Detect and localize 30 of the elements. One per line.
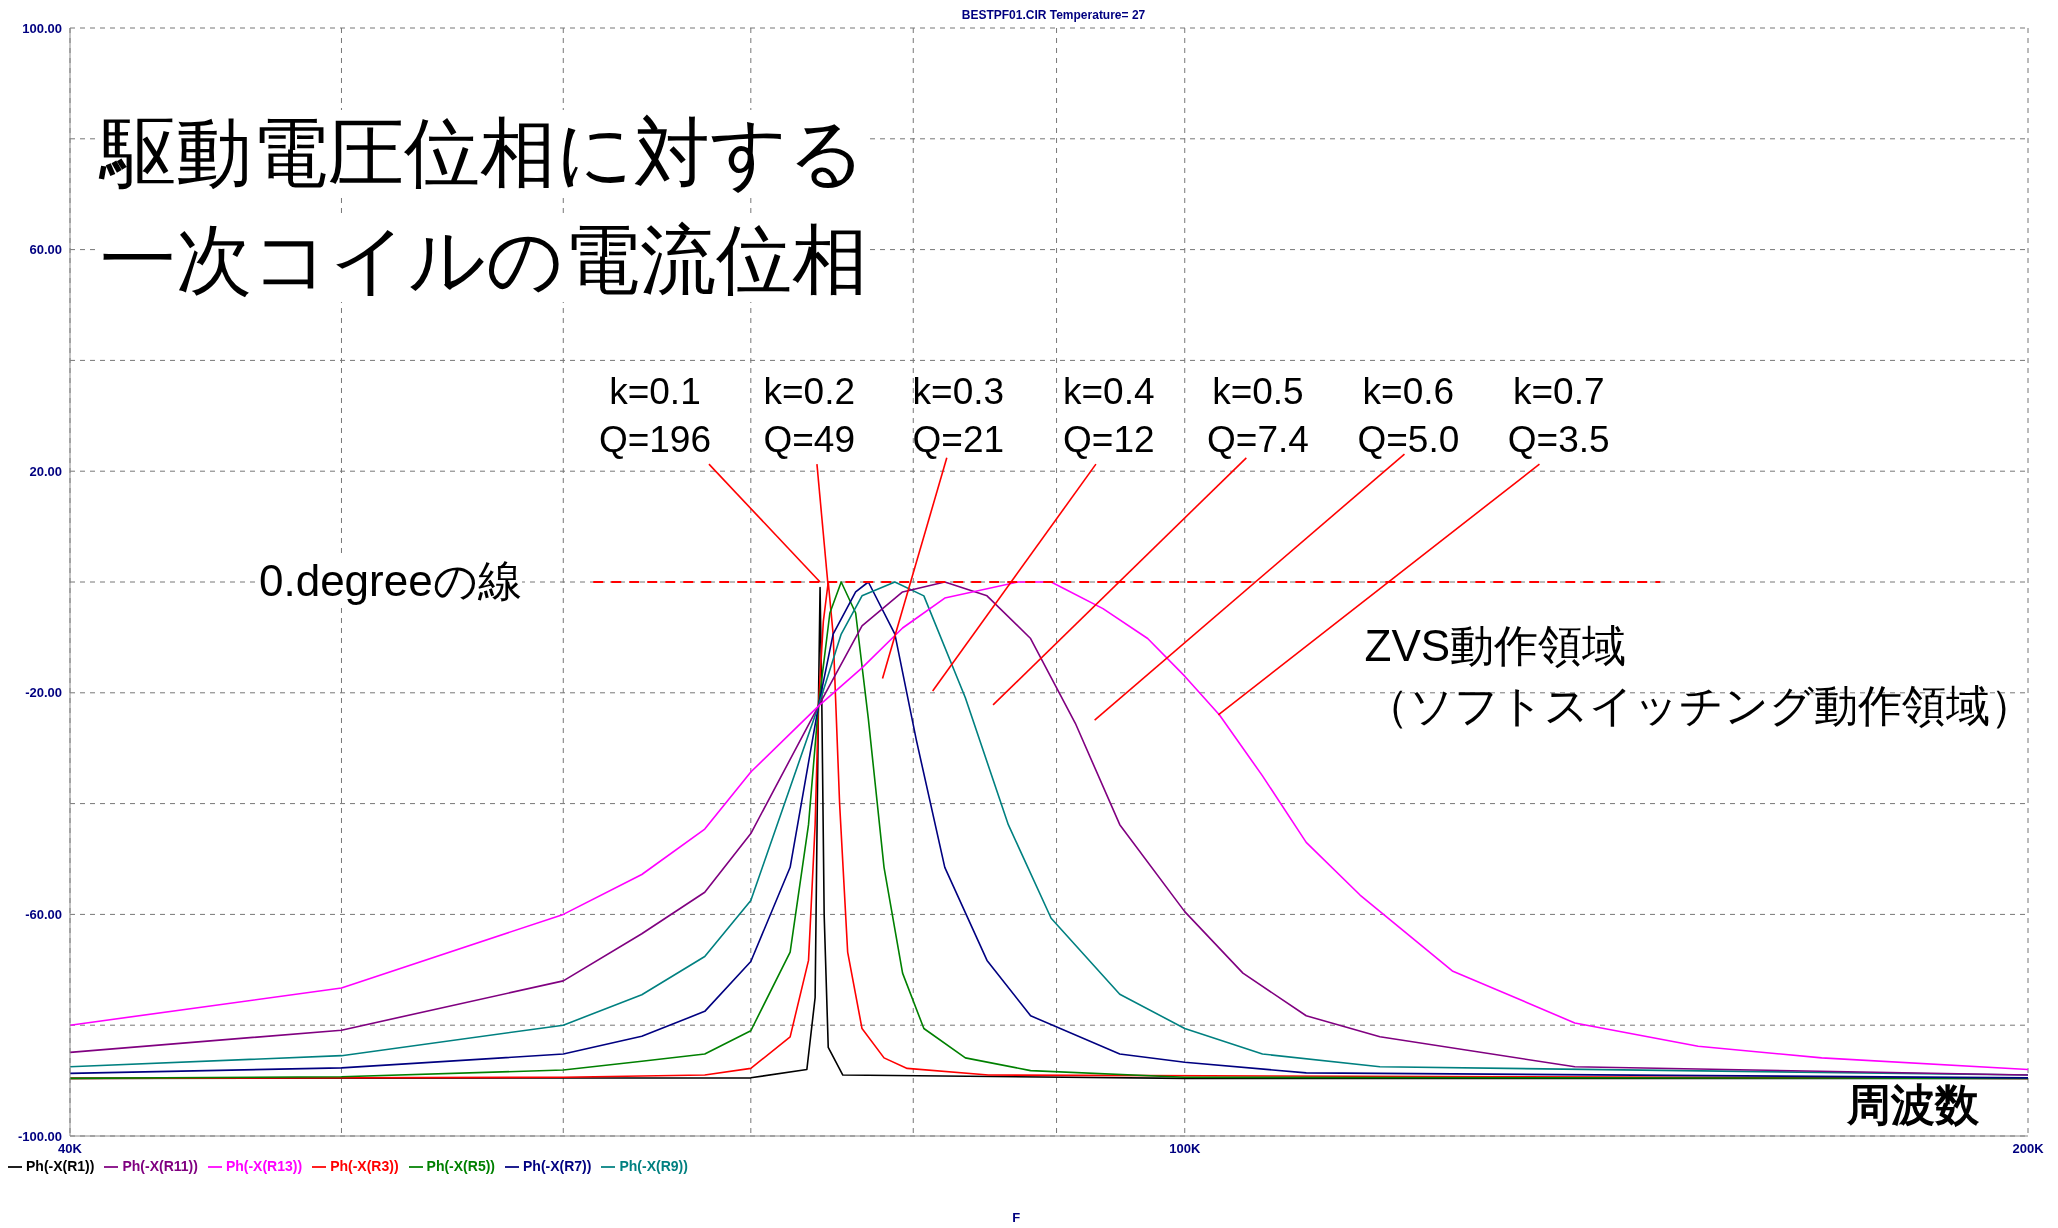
- legend-label: Ph(-X(R13)): [225, 1158, 303, 1174]
- annotation: k=0.1 Q=196: [598, 370, 712, 463]
- legend-label: Ph(-X(R5)): [426, 1158, 495, 1174]
- annotation: k=0.4 Q=12: [1063, 370, 1155, 463]
- annotation: k=0.3 Q=21: [912, 370, 1005, 463]
- legend-label: Ph(-X(R11)): [122, 1158, 198, 1174]
- legend-label: Ph(-X(R1)): [26, 1158, 95, 1174]
- annotation: k=0.5 Q=7.4: [1206, 370, 1309, 463]
- text: 駆動電圧位相に対する一次コイルの電流位相: [99, 109, 868, 303]
- ref-line-label: 0.degreeの線: [258, 554, 522, 608]
- legend-label: Ph(-X(R9)): [619, 1158, 688, 1174]
- y-tick-label: -100.00: [17, 1128, 62, 1144]
- y-tick-label: 60.00: [29, 242, 62, 258]
- y-tick-label: -60.00: [25, 907, 62, 923]
- annotation: k=0.6 Q=5.0: [1357, 370, 1460, 463]
- annotation: ZVS動作領域: [1364, 620, 1627, 673]
- x-tick-label: 40K: [58, 1141, 83, 1157]
- legend-label: Ph(-X(R3)): [330, 1158, 399, 1174]
- annotation: （ソフトスイッチング動作領域）: [1364, 679, 2034, 732]
- y-tick-label: -20.00: [25, 685, 62, 701]
- x-axis-title: F: [1012, 1210, 1021, 1226]
- y-tick-label: 20.00: [29, 463, 62, 479]
- y-tick-label: 100.00: [22, 20, 62, 36]
- x-tick-label: 200K: [2012, 1141, 2045, 1157]
- annotation: k=0.7 Q=3.5: [1507, 370, 1610, 463]
- chart-subtitle: BESTPF01.CIR Temperature= 27: [961, 8, 1146, 23]
- x-tick-label: 100K: [1169, 1141, 1201, 1157]
- legend-label: Ph(-X(R7)): [523, 1158, 592, 1174]
- annotation: 周波数: [1847, 1079, 1980, 1132]
- annotation: k=0.2 Q=49: [763, 370, 855, 463]
